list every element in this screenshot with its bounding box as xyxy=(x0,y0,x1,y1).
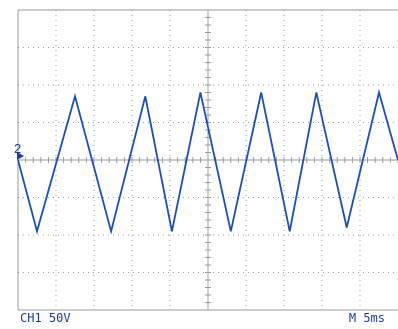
channel-ground-marker-label: 2 xyxy=(14,141,21,156)
center-axis-ticks xyxy=(17,9,398,311)
channel-scale-label: CH1 50V xyxy=(20,311,71,325)
channel-ground-marker-arrow xyxy=(17,152,24,160)
ch1-waveform-trace xyxy=(17,88,398,235)
timebase-label: M 5ms xyxy=(349,311,385,325)
